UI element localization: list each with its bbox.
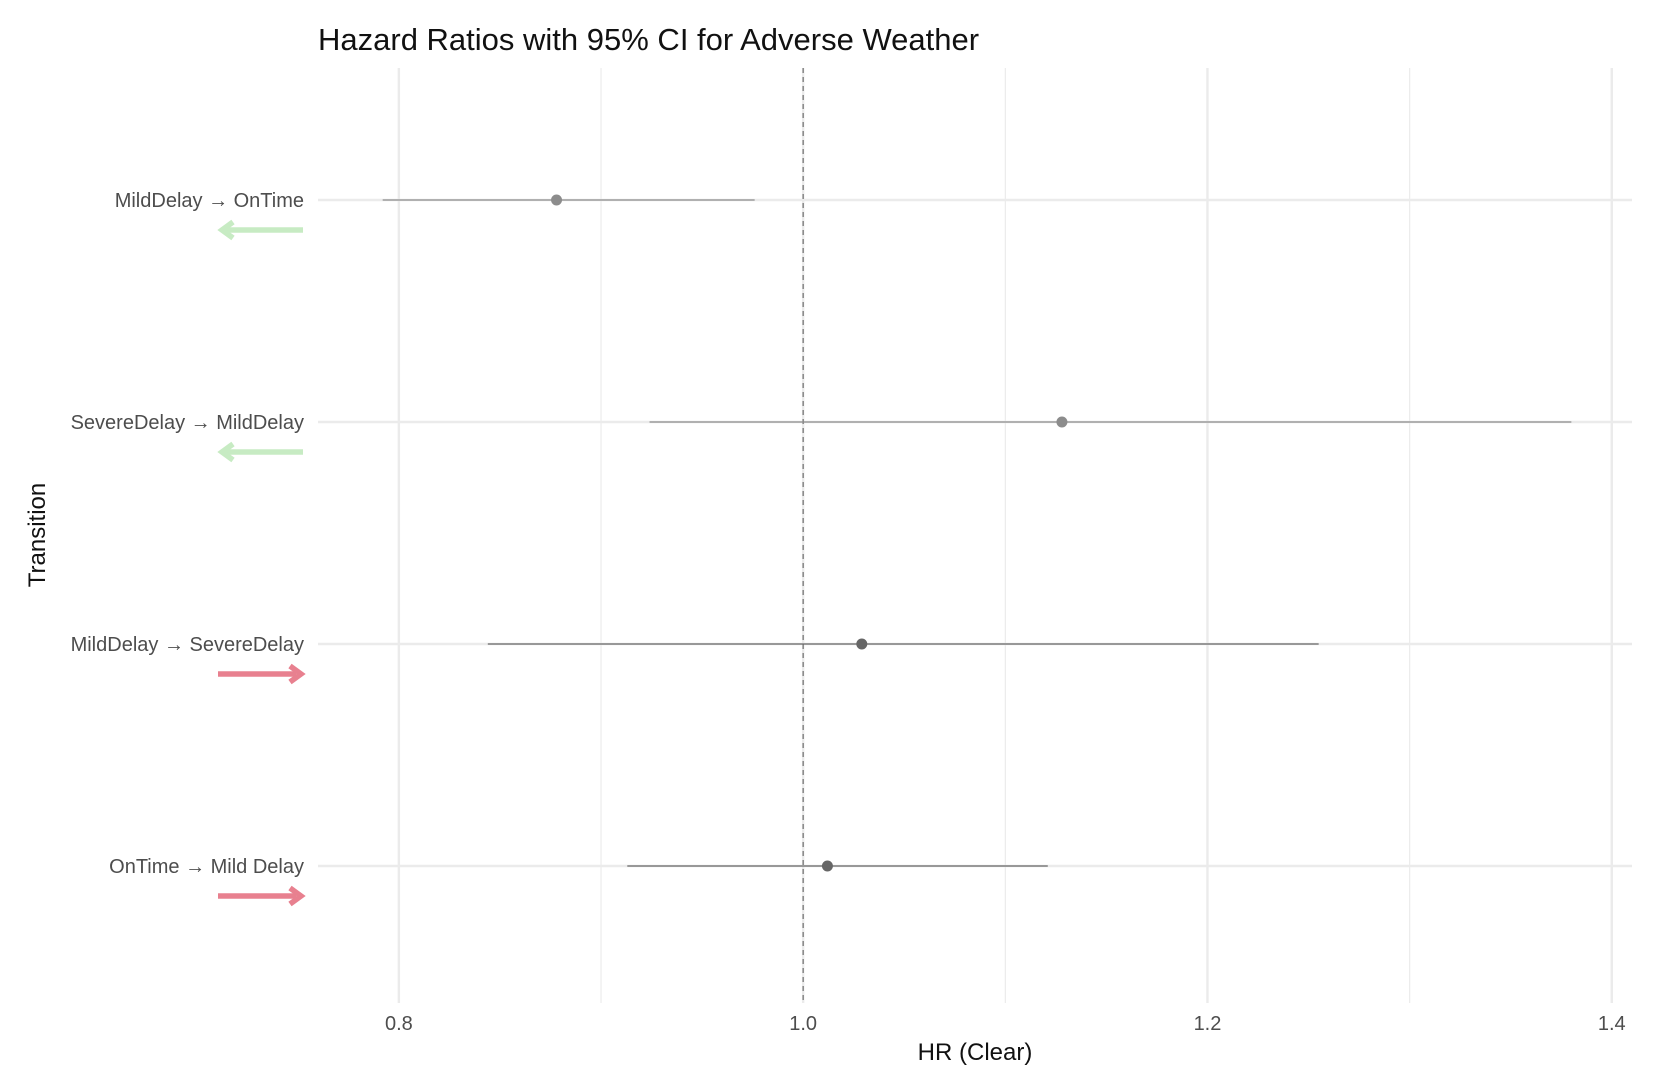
arrow-head [217, 219, 235, 241]
x-axis-title: HR (Clear) [918, 1039, 1033, 1066]
hr-point [856, 638, 868, 650]
ci-layer [382, 199, 1572, 867]
x-tick-label: 1.0 [789, 1013, 817, 1035]
direction-arrows [217, 219, 306, 907]
hr-point [821, 860, 833, 872]
arrow-head [217, 441, 235, 463]
arrow-left-icon [217, 219, 303, 241]
arrow-right-icon [218, 885, 306, 907]
grid-layer [318, 68, 1632, 1003]
arrow-left-icon [217, 441, 303, 463]
x-tick-label: 1.2 [1194, 1013, 1222, 1035]
x-tick-label: 0.8 [385, 1013, 413, 1035]
arrow-head [288, 663, 306, 685]
hr-point [1056, 416, 1068, 428]
arrow-right-icon [218, 663, 306, 685]
x-tick-label: 1.4 [1598, 1013, 1626, 1035]
y-tick-label: OnTime → Mild Delay [109, 856, 304, 878]
chart-title: Hazard Ratios with 95% CI for Adverse We… [318, 22, 979, 57]
hr-point [551, 194, 563, 206]
point-layer [551, 194, 1068, 872]
y-tick-labels: MildDelay → OnTime SevereDelay → MildDela… [71, 190, 304, 878]
y-tick-label: MildDelay → OnTime [115, 190, 304, 212]
y-tick-label: MildDelay → SevereDelay [71, 634, 304, 656]
y-tick-label: SevereDelay → MildDelay [71, 412, 304, 434]
arrow-head [288, 885, 306, 907]
y-axis-title: Transition [24, 483, 51, 587]
x-tick-labels: 0.8 1.0 1.2 1.4 [385, 1013, 1626, 1035]
